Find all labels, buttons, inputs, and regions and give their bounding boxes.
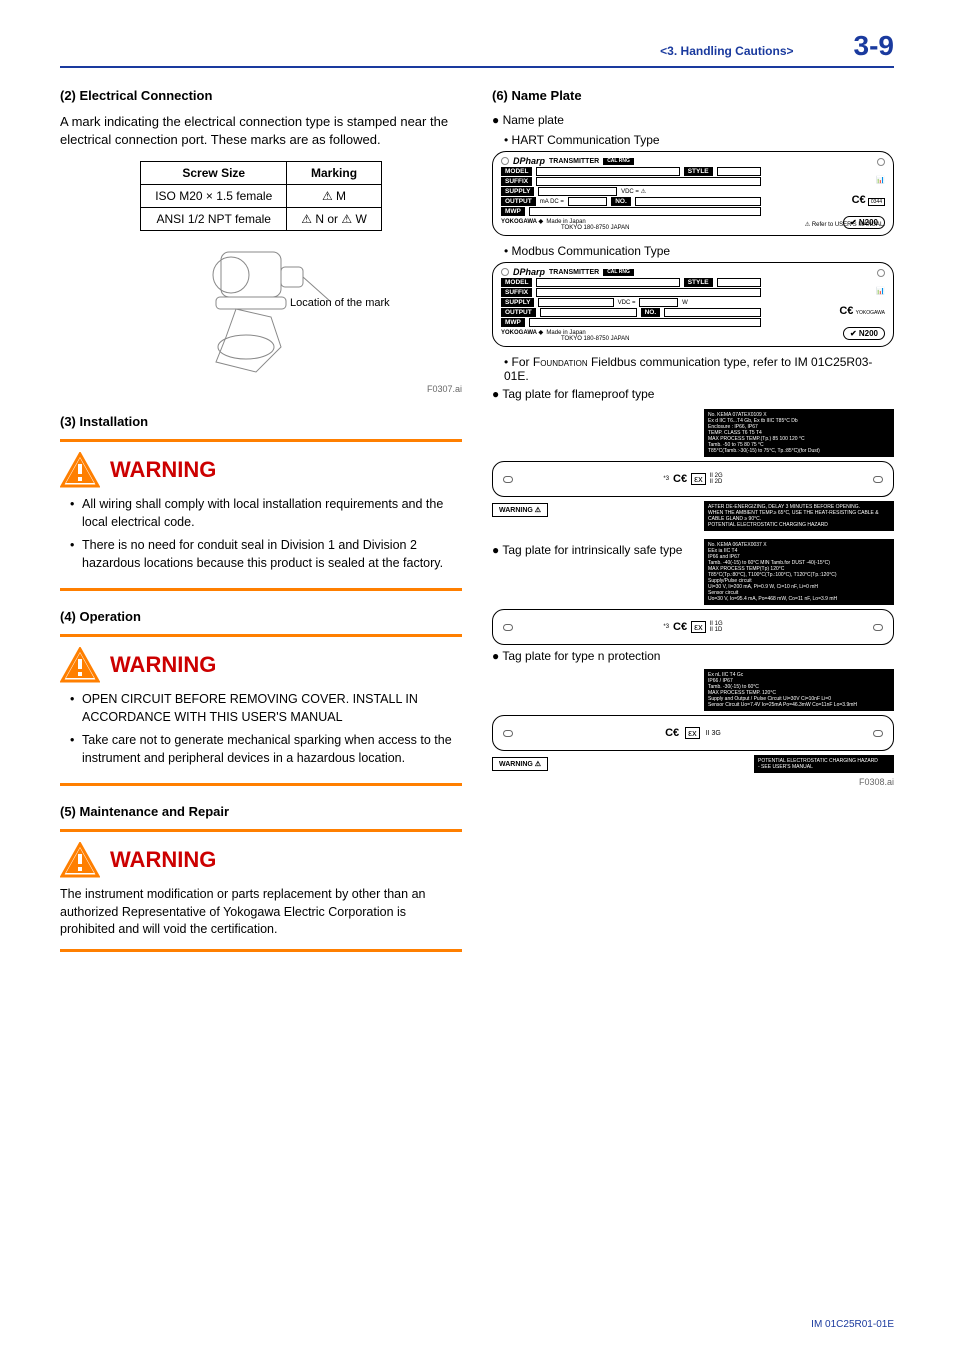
- lbl: OUTPUT: [501, 197, 536, 206]
- vdc: VDC =: [618, 300, 636, 306]
- screw-icon: [877, 269, 885, 277]
- cert-flame-after-box: AFTER DE-ENERGIZING, DELAY 3 MINUTES BEF…: [704, 501, 894, 531]
- warning-icon: [60, 647, 100, 683]
- yokogawa: YOKOGAWA ◆: [501, 330, 543, 336]
- lbl: SUPPLY: [501, 298, 534, 307]
- trans-label: TRANSMITTER: [549, 158, 599, 165]
- lbl: OUTPUT: [501, 308, 536, 317]
- screw-icon: [503, 624, 513, 631]
- screw-icon: [873, 624, 883, 631]
- section-4-title: (4) Operation: [60, 609, 462, 624]
- footer-doc-id: IM 01C25R01-01E: [811, 1319, 894, 1330]
- warn-small: WARNING ⚠: [492, 757, 548, 771]
- cal-label: CAL RNG: [603, 158, 634, 165]
- section-6-title: (6) Name Plate: [492, 88, 894, 103]
- n200-badge: ✔ N200: [843, 216, 885, 229]
- ce-mark: C€: [839, 305, 853, 317]
- mark-location-label: Location of the mark: [290, 297, 390, 309]
- warn-item: There is no need for conduit seal in Div…: [70, 537, 462, 572]
- page-header: <3. Handling Cautions> 3-9: [60, 30, 894, 68]
- lbl: NO.: [641, 308, 661, 317]
- section-5-title: (5) Maintenance and Repair: [60, 804, 462, 819]
- modbus-nameplate: DPharp TRANSMITTER CAL RNG MODEL STYLE SU…: [492, 262, 894, 347]
- section-3-title: (3) Installation: [60, 414, 462, 429]
- left-column: (2) Electrical Connection A mark indicat…: [60, 88, 462, 970]
- td: ANSI 1/2 NPT female: [141, 208, 287, 231]
- is-tagplate: *3 C€εx II 1G II 1D: [492, 609, 894, 645]
- lbl: NO.: [611, 197, 631, 206]
- foundation-note: • For Foundation Fieldbus communication …: [504, 355, 894, 383]
- n-tagplate: C€εx II 3G: [492, 715, 894, 751]
- td: ⚠ N or ⚠ W: [287, 208, 382, 231]
- hart-type: • HART Communication Type: [504, 133, 894, 147]
- tokyo: TOKYO 180-8750 JAPAN: [561, 336, 629, 342]
- lbl: STYLE: [684, 167, 713, 176]
- warning-maintenance: WARNING The instrument modification or p…: [60, 829, 462, 952]
- w: W: [682, 300, 688, 306]
- td: ISO M20 × 1.5 female: [141, 185, 287, 208]
- warning-icon: [60, 842, 100, 878]
- brand: DPharp: [513, 156, 545, 166]
- screw-icon: [873, 476, 883, 483]
- flame-tagplate: *3 C€εx II 2G II 2D: [492, 461, 894, 497]
- lbl: MWP: [501, 318, 525, 327]
- lbl: SUFFIX: [501, 177, 532, 186]
- lbl: MODEL: [501, 167, 532, 176]
- ce-mark: C€: [852, 194, 866, 206]
- warning-icon: [60, 452, 100, 488]
- warn-small: WARNING ⚠: [492, 503, 548, 517]
- device-illustration: Location of the mark F0307.ai: [60, 247, 462, 394]
- fig-id-right: F0308.ai: [492, 777, 894, 787]
- n200-badge: ✔ N200: [843, 327, 885, 340]
- screw-icon: [501, 157, 509, 165]
- screw-icon: [501, 268, 509, 276]
- td: ⚠ M: [287, 185, 382, 208]
- modbus-type: • Modbus Communication Type: [504, 244, 894, 258]
- page-number: 3-9: [854, 30, 894, 62]
- yokogawa: YOKOGAWA ◆: [501, 219, 543, 225]
- transmitter-svg: [186, 247, 336, 377]
- screw-icon: [873, 730, 883, 737]
- cert-flame-box: No. KEMA 07ATEX0109 X Ex d IIC T6...T4 G…: [704, 409, 894, 457]
- lbl: SUFFIX: [501, 288, 532, 297]
- cert-is-box: No. KEMA 06ATEX0037 X EEx ia IIC T4 IP66…: [704, 539, 894, 605]
- warn-item: Take care not to generate mechanical spa…: [70, 732, 462, 767]
- warning-label: WARNING: [110, 847, 216, 873]
- nameplate-bullet: Name plate: [492, 113, 894, 127]
- marking-table: Screw Size Marking ISO M20 × 1.5 female …: [140, 161, 382, 231]
- th-screw: Screw Size: [141, 162, 287, 185]
- tag-n-bullet: Tag plate for type n protection: [492, 649, 894, 663]
- warning-label: WARNING: [110, 457, 216, 483]
- lbl: STYLE: [684, 278, 713, 287]
- fig-id: F0307.ai: [60, 384, 462, 394]
- warning-operation: WARNING OPEN CIRCUIT BEFORE REMOVING COV…: [60, 634, 462, 786]
- right-column: (6) Name Plate Name plate • HART Communi…: [492, 88, 894, 970]
- section-2-text: A mark indicating the electrical connect…: [60, 113, 462, 149]
- screw-icon: [503, 476, 513, 483]
- warn-body: The instrument modification or parts rep…: [60, 886, 462, 939]
- warning-label: WARNING: [110, 652, 216, 678]
- cert-n-box: Ex nL IIC T4 Gc IP66 / IP67 Tamb. -30(-1…: [704, 669, 894, 711]
- cal-label: CAL RNG: [603, 269, 634, 276]
- cert-n-right-box: POTENTIAL ELECTROSTATIC CHARGING HAZARD …: [754, 755, 894, 773]
- tag-is-bullet: Tag plate for intrinsically safe type: [492, 543, 698, 557]
- screw-icon: [503, 730, 513, 737]
- brand: DPharp: [513, 267, 545, 277]
- trans-label: TRANSMITTER: [549, 269, 599, 276]
- vdc: VDC = ⚠: [621, 188, 646, 195]
- madc: mA DC =: [540, 199, 564, 205]
- warning-installation: WARNING All wiring shall comply with loc…: [60, 439, 462, 591]
- lbl: MWP: [501, 207, 525, 216]
- section-2-title: (2) Electrical Connection: [60, 88, 462, 103]
- tag-flame-bullet: Tag plate for flameproof type: [492, 387, 894, 401]
- tokyo: TOKYO 180-8750 JAPAN: [561, 225, 629, 231]
- header-section: <3. Handling Cautions>: [660, 44, 793, 58]
- screw-icon: [877, 158, 885, 166]
- hart-nameplate: DPharp TRANSMITTER CAL RNG MODEL STYLE SU…: [492, 151, 894, 236]
- warn-item: OPEN CIRCUIT BEFORE REMOVING COVER. INST…: [70, 691, 462, 726]
- th-marking: Marking: [287, 162, 382, 185]
- lbl: SUPPLY: [501, 187, 534, 196]
- warn-item: All wiring shall comply with local insta…: [70, 496, 462, 531]
- lbl: MODEL: [501, 278, 532, 287]
